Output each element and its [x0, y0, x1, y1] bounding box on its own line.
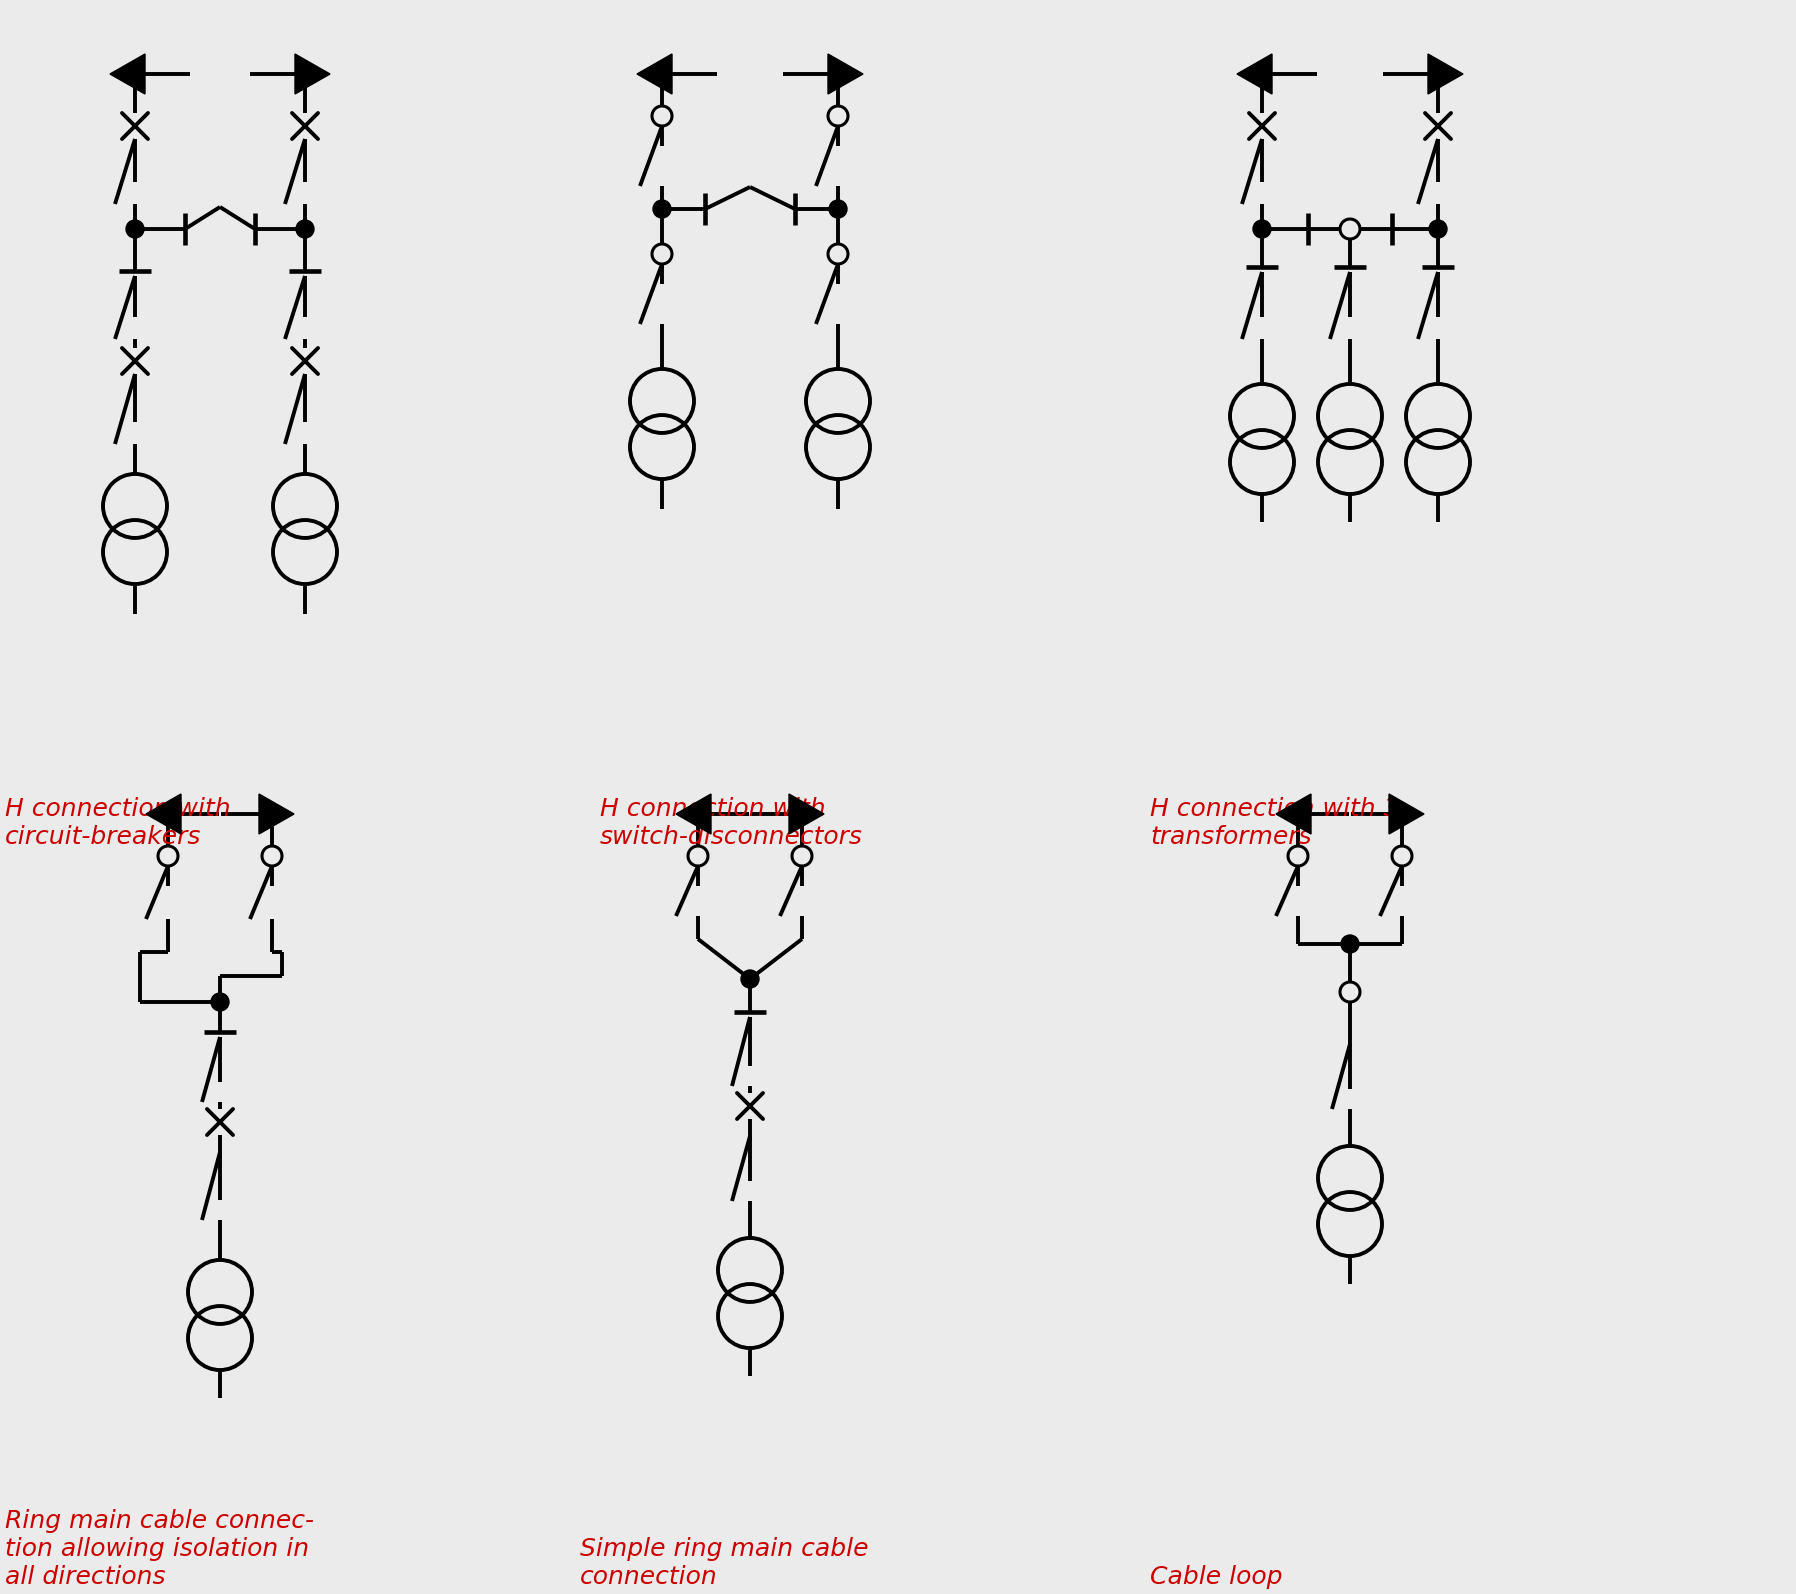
Circle shape: [652, 244, 672, 265]
Text: H connection with 3
transformers: H connection with 3 transformers: [1149, 797, 1399, 850]
Text: Cable loop: Cable loop: [1149, 1565, 1282, 1589]
Polygon shape: [259, 794, 295, 834]
Circle shape: [1392, 846, 1412, 866]
Circle shape: [158, 846, 178, 866]
Text: Simple ring main cable
connection: Simple ring main cable connection: [580, 1537, 869, 1589]
Polygon shape: [110, 54, 145, 94]
Polygon shape: [1237, 54, 1272, 94]
Polygon shape: [1275, 794, 1311, 834]
Circle shape: [210, 993, 230, 1011]
Polygon shape: [1428, 54, 1464, 94]
Circle shape: [1340, 982, 1360, 1003]
Circle shape: [1288, 846, 1307, 866]
Circle shape: [688, 846, 708, 866]
Polygon shape: [828, 54, 864, 94]
Circle shape: [296, 220, 314, 238]
Circle shape: [1340, 218, 1360, 239]
Polygon shape: [295, 54, 330, 94]
Text: H connection with
circuit-breakers: H connection with circuit-breakers: [5, 797, 230, 850]
Circle shape: [1430, 220, 1448, 238]
Polygon shape: [638, 54, 672, 94]
Circle shape: [262, 846, 282, 866]
Polygon shape: [145, 794, 181, 834]
Polygon shape: [675, 794, 711, 834]
Circle shape: [652, 105, 672, 126]
Circle shape: [792, 846, 812, 866]
Circle shape: [828, 105, 848, 126]
Circle shape: [828, 244, 848, 265]
Text: H connection with
switch-disconnectors: H connection with switch-disconnectors: [600, 797, 862, 850]
Circle shape: [1254, 220, 1272, 238]
Circle shape: [742, 971, 760, 988]
Text: Ring main cable connec-
tion allowing isolation in
all directions: Ring main cable connec- tion allowing is…: [5, 1510, 314, 1589]
Circle shape: [830, 199, 848, 218]
Polygon shape: [788, 794, 824, 834]
Circle shape: [1342, 936, 1360, 953]
Circle shape: [654, 199, 672, 218]
Polygon shape: [1388, 794, 1424, 834]
Circle shape: [126, 220, 144, 238]
